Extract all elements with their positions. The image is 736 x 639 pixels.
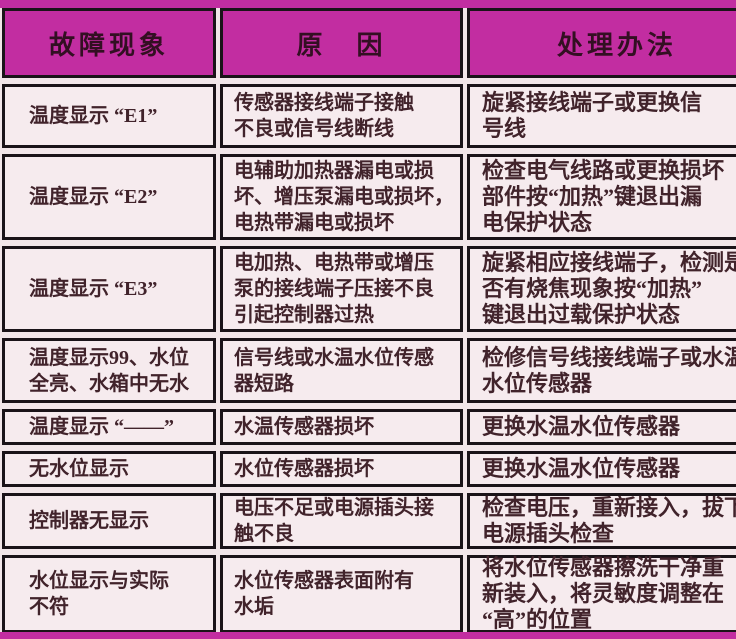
cause-cell: 传感器接线端子接触 不良或信号线断线	[220, 84, 463, 148]
column-header-fault: 故障现象	[2, 8, 216, 78]
fault-cell: 水位显示与实际 不符	[2, 555, 216, 633]
solution-cell: 检查电气线路或更换损坏 部件按“加热”键退出漏 电保护状态	[467, 154, 736, 240]
cause-cell: 水位传感器表面附有 水垢	[220, 555, 463, 633]
cause-cell: 水位传感器损坏	[220, 451, 463, 487]
solution-cell: 更换水温水位传感器	[467, 451, 736, 487]
bottom-magenta-bar	[0, 632, 736, 639]
fault-cell: 温度显示 “E3”	[2, 246, 216, 332]
fault-cell: 无水位显示	[2, 451, 216, 487]
top-magenta-bar	[0, 0, 736, 8]
cause-cell: 电辅助加热器漏电或损 坏、增压泵漏电或损坏， 电热带漏电或损坏	[220, 154, 463, 240]
column-header-cause: 原 因	[220, 8, 463, 78]
solution-cell: 更换水温水位传感器	[467, 409, 736, 445]
column-header-solution: 处理办法	[467, 8, 736, 78]
fault-cell: 温度显示 “E2”	[2, 154, 216, 240]
solution-cell: 检查电压，重新接入，拔下 电源插头检查	[467, 493, 736, 549]
cause-cell: 电加热、电热带或增压 泵的接线端子压接不良 引起控制器过热	[220, 246, 463, 332]
fault-cell: 控制器无显示	[2, 493, 216, 549]
cause-cell: 电压不足或电源插头接 触不良	[220, 493, 463, 549]
solution-cell: 旋紧接线端子或更换信 号线	[467, 84, 736, 148]
fault-cell: 温度显示99、水位 全亮、水箱中无水	[2, 338, 216, 403]
fault-troubleshooting-table: 故障现象 原 因 处理办法 温度显示 “E1” 传感器接线端子接触 不良或信号线断…	[2, 8, 736, 633]
solution-cell: 将水位传感器擦洗干净重 新装入，将灵敏度调整在 “高”的位置	[467, 555, 736, 633]
cause-cell: 信号线或水温水位传感 器短路	[220, 338, 463, 403]
solution-cell: 检修信号线接线端子或水温 水位传感器	[467, 338, 736, 403]
cause-cell: 水温传感器损坏	[220, 409, 463, 445]
fault-cell: 温度显示 “——”	[2, 409, 216, 445]
fault-cell: 温度显示 “E1”	[2, 84, 216, 148]
solution-cell: 旋紧相应接线端子，检测是 否有烧焦现象按“加热” 键退出过载保护状态	[467, 246, 736, 332]
